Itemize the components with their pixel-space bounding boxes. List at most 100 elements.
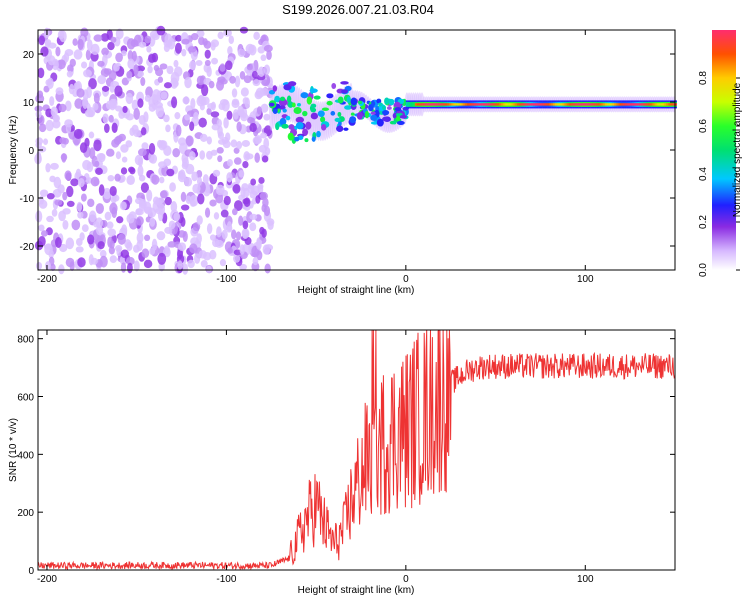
heatmap-carrier-core — [450, 103, 453, 106]
heatmap-noise-blob — [74, 98, 83, 109]
heatmap-noise-blob — [158, 161, 167, 169]
heatmap-noise-blob — [170, 71, 180, 84]
heatmap-noise-blob — [72, 38, 78, 46]
heatmap-noise-blob — [184, 177, 193, 187]
heatmap-noise-blob — [87, 234, 95, 245]
heatmap-noise-blob — [144, 94, 151, 102]
heatmap-noise-blob — [82, 97, 89, 109]
heatmap-noise-blob — [133, 64, 139, 76]
heatmap-carrier-core — [655, 103, 658, 106]
heatmap-noise-blob — [181, 38, 190, 45]
heatmap-transition-blob — [305, 121, 312, 130]
heatmap-noise-blob — [233, 254, 241, 263]
heatmap-noise-blob — [97, 60, 105, 67]
heatmap-transition-blob — [382, 105, 386, 111]
heatmap-transition-blob — [399, 114, 407, 119]
heatmap-noise-blob — [94, 160, 100, 168]
heatmap-noise-blob — [115, 151, 122, 160]
heatmap-noise-blob — [163, 82, 172, 89]
heatmap-noise-blob — [148, 142, 156, 155]
heatmap-carrier-core — [454, 103, 457, 106]
heatmap-noise-blob — [138, 41, 147, 48]
heatmap-noise-blob — [138, 148, 147, 157]
heatmap-noise-blob — [35, 94, 45, 104]
heatmap-noise-blob — [168, 220, 176, 230]
heatmap-carrier-core — [658, 103, 661, 106]
heatmap-noise-blob — [107, 41, 115, 51]
heatmap-noise-blob — [219, 98, 229, 106]
heatmap-noise-blob — [240, 112, 249, 122]
heatmap-noise-blob — [238, 170, 245, 178]
heatmap-noise-blob — [90, 43, 100, 56]
heatmap-carrier-core — [515, 103, 518, 106]
heatmap-noise-blob — [240, 87, 249, 97]
heatmap-noise-blob — [261, 155, 269, 163]
heatmap-carrier-core — [434, 103, 437, 106]
heatmap-transition-blob — [296, 103, 301, 107]
heatmap-transition-blob — [274, 95, 280, 103]
heatmap-noise-blob — [249, 222, 257, 232]
snr-x-tick-label: 0 — [403, 574, 409, 585]
heatmap-noise-blob — [216, 226, 222, 238]
heatmap-noise-blob — [252, 257, 259, 266]
heatmap-noise-blob — [259, 87, 269, 96]
heatmap-carrier-core — [533, 103, 536, 106]
heatmap-noise-blob — [110, 36, 117, 43]
heatmap-carrier-core — [474, 103, 477, 106]
spectrogram-y-ticks: -20 -10 0 10 20 — [20, 50, 675, 253]
heatmap-carrier-core — [657, 103, 660, 106]
heatmap-noise-blob — [149, 247, 156, 255]
heatmap-noise-blob — [66, 200, 75, 208]
heatmap-noise-blob — [80, 61, 88, 69]
heatmap-carrier-core — [590, 103, 593, 106]
heatmap-noise-blob — [99, 255, 108, 268]
heatmap-noise-blob — [121, 224, 128, 237]
heatmap-noise-blob — [106, 221, 114, 229]
heatmap-noise-blob — [62, 137, 69, 145]
heatmap-noise-region — [34, 25, 275, 275]
heatmap-carrier-core — [646, 103, 649, 106]
heatmap-noise-blob — [217, 131, 225, 140]
heatmap-noise-blob — [195, 60, 203, 67]
heatmap-noise-blob — [216, 146, 224, 154]
heatmap-transition-blob — [376, 118, 384, 127]
heatmap-noise-blob — [77, 257, 86, 268]
heatmap-noise-blob — [119, 201, 127, 211]
heatmap-noise-blob — [101, 220, 108, 228]
heatmap-noise-blob — [65, 123, 72, 134]
heatmap-carrier-core — [468, 103, 471, 106]
heatmap-noise-blob — [148, 103, 156, 112]
heatmap-transition-blob — [321, 107, 330, 112]
heatmap-noise-blob — [221, 229, 228, 240]
heatmap-noise-blob — [157, 76, 164, 83]
heatmap-noise-blob — [203, 40, 212, 49]
heatmap-noise-blob — [34, 105, 43, 112]
heatmap-noise-blob — [204, 207, 211, 218]
spectrogram-x-tick-label: -200 — [37, 274, 57, 285]
heatmap-noise-blob — [204, 49, 211, 59]
heatmap-noise-blob — [228, 35, 235, 45]
heatmap-transition-blob — [279, 96, 286, 102]
heatmap-noise-blob — [134, 154, 144, 166]
heatmap-noise-blob — [129, 167, 136, 175]
heatmap-transition-blob — [268, 90, 276, 95]
heatmap-noise-blob — [190, 33, 199, 41]
heatmap-noise-blob — [227, 46, 233, 56]
heatmap-noise-blob — [104, 123, 110, 134]
heatmap-noise-blob — [98, 184, 105, 196]
heatmap-noise-blob — [198, 250, 207, 259]
heatmap-noise-blob — [145, 216, 151, 223]
heatmap-carrier-core — [565, 103, 568, 106]
heatmap-noise-blob — [38, 123, 47, 133]
heatmap-noise-blob — [76, 88, 85, 98]
heatmap-noise-blob — [114, 173, 121, 182]
heatmap-transition-blob — [302, 110, 308, 117]
heatmap-noise-blob — [134, 197, 144, 205]
colorbar: 0.0 0.2 0.4 0.6 0.8 Normalized spectral ampl… — [698, 30, 743, 277]
heatmap-noise-blob — [204, 59, 211, 67]
heatmap-noise-blob — [255, 239, 262, 250]
heatmap-noise-blob — [174, 112, 181, 120]
heatmap-carrier-mid — [409, 101, 412, 107]
heatmap-noise-blob — [256, 106, 262, 115]
heatmap-noise-blob — [61, 153, 67, 163]
